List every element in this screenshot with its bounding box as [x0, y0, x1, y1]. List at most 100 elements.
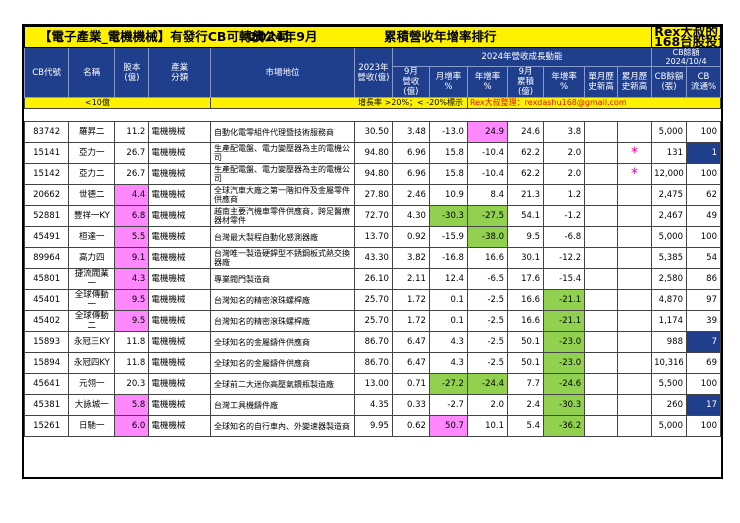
capital-note: <10億	[23, 97, 212, 109]
cell-mom: 4.3	[428, 331, 468, 353]
cell-market: 自動化電零組件代理暨技術服務商	[210, 121, 355, 143]
cell-high-cum	[617, 226, 653, 248]
cell-capital: 9.1	[114, 247, 150, 269]
cell-rev2023: 13.70	[353, 226, 393, 248]
cell-month-rev: 3.48	[391, 121, 430, 143]
table-body: 83742 羅昇二 11.2 電機機械 自動化電零組件代理暨技術服務商 30.50 3.48…	[23, 121, 721, 437]
cell-high-cum	[617, 289, 653, 311]
cell-cb-amount: 5,000	[651, 226, 687, 248]
col-header-yoy: 年增率%	[466, 66, 509, 98]
cell-yoy: 8.4	[466, 184, 509, 206]
cell-mom: 15.8	[428, 163, 468, 185]
cell-month-rev: 6.47	[391, 331, 430, 353]
cell-high-single	[584, 205, 619, 227]
cell-cb-float: 49	[686, 205, 721, 227]
cell-cum-rev: 54.1	[507, 205, 545, 227]
title-row: 【電子產業_電機機械】有發行CB可轉債公司2024年9月 累積營收年增率排行 Re…	[23, 26, 721, 48]
cell-cb-float: 100	[686, 163, 721, 185]
cell-cb-amount: 12,000	[651, 163, 687, 185]
cell-mom: 50.7	[428, 415, 468, 437]
cell-month-rev: 1.72	[391, 310, 430, 332]
cell-code: 45491	[23, 226, 70, 248]
cell-market: 台灣知名的精密滾珠螺桿廠	[210, 289, 355, 311]
cell-capital: 6.0	[114, 415, 150, 437]
cell-month-rev: 2.11	[391, 268, 430, 290]
cell-market: 專業閥門製造商	[210, 268, 355, 290]
report-title: 【電子產業_電機機械】有發行CB可轉債公司	[39, 29, 289, 44]
cell-mom: -2.7	[428, 394, 468, 416]
cell-cb-float: 97	[686, 289, 721, 311]
cell-market: 生產配電盤、電力變壓器為主的電機公司	[210, 163, 355, 185]
cell-cb-amount: 10,316	[651, 352, 687, 374]
cell-market: 全球汽車大廠之第一階扣件及金屬零件供應商	[210, 184, 355, 206]
cell-industry: 電機機械	[148, 226, 212, 248]
cell-month-rev: 6.96	[391, 163, 430, 185]
cell-high-cum	[617, 331, 653, 353]
cell-cum-yoy: -21.1	[543, 310, 586, 332]
cell-capital: 5.8	[114, 394, 150, 416]
cell-high-single	[584, 331, 619, 353]
author-line-1: Rex大叔的	[654, 26, 718, 39]
cell-cb-float: 17	[686, 394, 721, 416]
cb-revenue-table: 【電子產業_電機機械】有發行CB可轉債公司2024年9月 累積營收年增率排行 Re…	[23, 26, 722, 437]
cell-capital: 11.2	[114, 121, 150, 143]
cell-cum-rev: 9.5	[507, 226, 545, 248]
cell-mom: -16.8	[428, 247, 468, 269]
cell-name: 高力四	[68, 247, 116, 269]
cell-high-cum	[617, 247, 653, 269]
table-row: 20662 世德二 4.4 電機機械 全球汽車大廠之第一階扣件及金屬零件供應商 27.80…	[23, 184, 721, 206]
cell-code: 15894	[23, 352, 70, 374]
cell-name: 亞力一	[68, 142, 116, 164]
cell-month-rev: 0.62	[391, 415, 430, 437]
cell-cum-yoy: -30.3	[543, 394, 586, 416]
cell-high-single	[584, 394, 619, 416]
cell-capital: 4.3	[114, 268, 150, 290]
table-row: 83742 羅昇二 11.2 電機機械 自動化電零組件代理暨技術服務商 30.50 3.48…	[23, 121, 721, 143]
cell-yoy: 10.1	[466, 415, 509, 437]
cell-cum-yoy: 2.0	[543, 163, 586, 185]
cell-cum-yoy: 3.8	[543, 121, 586, 143]
cell-name: 全球傳動二	[68, 310, 116, 332]
report-subject: 累積營收年增率排行	[384, 29, 497, 44]
cell-industry: 電機機械	[148, 394, 212, 416]
cell-capital: 20.3	[114, 373, 150, 395]
title-bar: 【電子產業_電機機械】有發行CB可轉債公司2024年9月 累積營收年增率排行	[23, 26, 653, 48]
cell-month-rev: 0.71	[391, 373, 430, 395]
cell-market: 台灣唯一製造硬銲型不銹鋼板式熱交換器廠	[210, 247, 355, 269]
cell-cb-amount: 4,870	[651, 289, 687, 311]
cell-high-single	[584, 163, 619, 185]
cell-industry: 電機機械	[148, 352, 212, 374]
cell-cum-rev: 62.2	[507, 163, 545, 185]
cell-industry: 電機機械	[148, 205, 212, 227]
cell-cb-amount: 5,385	[651, 247, 687, 269]
cell-high-cum	[617, 268, 653, 290]
cell-industry: 電機機械	[148, 373, 212, 395]
table-row: 15893 永冠三KY 11.8 電機機械 全球知名的金屬鑄件供應商 86.70 6.47 4…	[23, 331, 721, 353]
cell-name: 亞力二	[68, 163, 116, 185]
cell-cb-float: 62	[686, 184, 721, 206]
cell-code: 15261	[23, 415, 70, 437]
cell-cum-yoy: -21.1	[543, 289, 586, 311]
col-header-market: 市場地位	[210, 47, 355, 98]
cell-industry: 電機機械	[148, 247, 212, 269]
cell-rev2023: 94.80	[353, 142, 393, 164]
cell-yoy: -2.5	[466, 289, 509, 311]
cell-name: 永冠三KY	[68, 331, 116, 353]
cell-cb-amount: 2,475	[651, 184, 687, 206]
report-period: 2024年9月	[249, 29, 318, 44]
cell-rev2023: 25.70	[353, 289, 393, 311]
cell-cb-amount: 988	[651, 331, 687, 353]
cell-high-cum	[617, 184, 653, 206]
cell-code: 45381	[23, 394, 70, 416]
cell-code: 83742	[23, 121, 70, 143]
cell-mom: -27.2	[428, 373, 468, 395]
cell-cum-rev: 17.6	[507, 268, 545, 290]
cell-cb-float: 69	[686, 352, 721, 374]
cell-industry: 電機機械	[148, 310, 212, 332]
cell-code: 15142	[23, 163, 70, 185]
cell-capital: 26.7	[114, 142, 150, 164]
cell-mom: -13.0	[428, 121, 468, 143]
cell-cum-rev: 62.2	[507, 142, 545, 164]
cell-high-single	[584, 373, 619, 395]
cell-high-single	[584, 352, 619, 374]
